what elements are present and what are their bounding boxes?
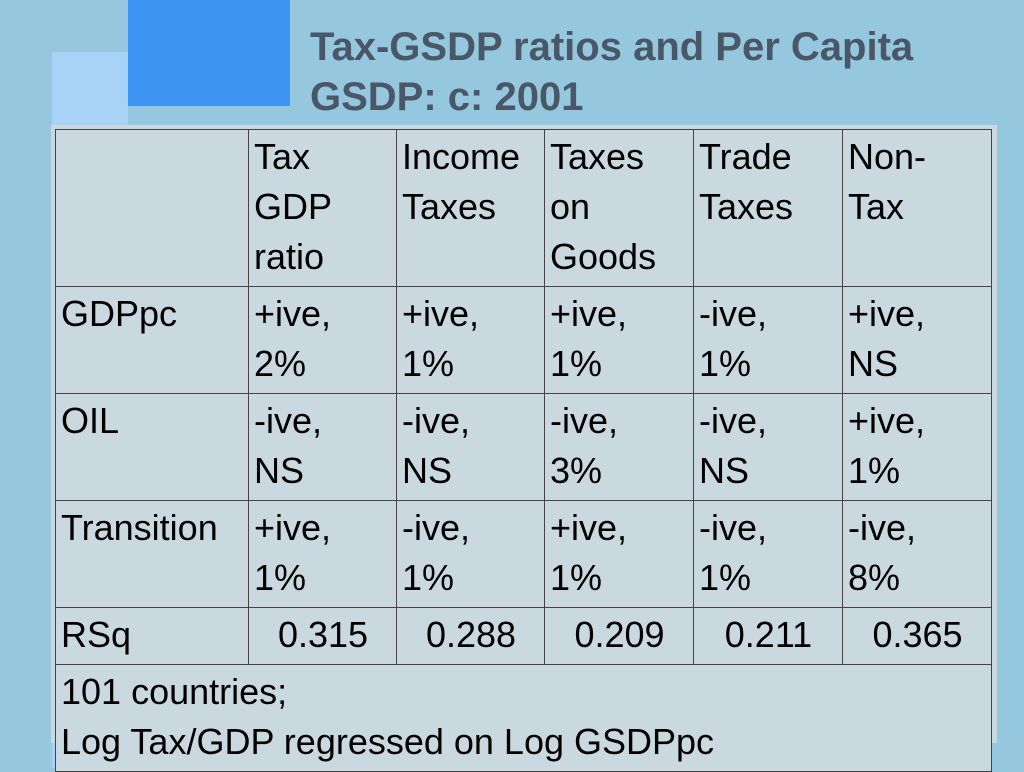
table-cell: 0.211 — [693, 607, 843, 665]
slide-title: Tax-GSDP ratios and Per Capita GSDP: c: … — [310, 25, 914, 119]
table-row-gdppc: GDPpc +ive, 2% +ive, 1% +ive, 1% -ive, 1… — [55, 286, 992, 394]
header-taxes-on-goods: Taxes on Goods — [544, 129, 694, 287]
row-label: GDPpc — [55, 286, 249, 394]
row-label: RSq — [55, 607, 249, 665]
table-row-rsq: RSq 0.315 0.288 0.209 0.211 0.365 — [55, 607, 992, 665]
table-cell: -ive, NS — [693, 393, 843, 501]
table-cell: +ive, 1% — [396, 286, 545, 394]
table-row-transition: Transition +ive, 1% -ive, 1% +ive, 1% -i… — [55, 500, 992, 608]
table-cell: 0.315 — [248, 607, 397, 665]
table-cell: -ive, NS — [396, 393, 545, 501]
header-tax-gdp-ratio: Tax GDP ratio — [248, 129, 397, 287]
header-trade-taxes: Trade Taxes — [693, 129, 843, 287]
table-cell: -ive, 3% — [544, 393, 694, 501]
table-cell: 0.288 — [396, 607, 545, 665]
table-cell: 0.209 — [544, 607, 694, 665]
table-footnote-row: 101 countries; Log Tax/GDP regressed on … — [55, 664, 992, 772]
table-cell: +ive, 1% — [544, 286, 694, 394]
regression-table: Tax GDP ratio Income Taxes Taxes on Good… — [55, 129, 992, 772]
row-label: OIL — [55, 393, 249, 501]
table-cell: 0.365 — [842, 607, 992, 665]
decorative-block-dark — [128, 0, 290, 106]
table-header-row: Tax GDP ratio Income Taxes Taxes on Good… — [55, 129, 992, 287]
table-footnote: 101 countries; Log Tax/GDP regressed on … — [55, 664, 992, 772]
table-cell: +ive, 1% — [544, 500, 694, 608]
table-cell: -ive, 1% — [693, 500, 843, 608]
table-cell: -ive, NS — [248, 393, 397, 501]
table-cell: +ive, 1% — [842, 393, 992, 501]
table-row-oil: OIL -ive, NS -ive, NS -ive, 3% -ive, NS … — [55, 393, 992, 501]
row-label: Transition — [55, 500, 249, 608]
table-cell: +ive, 2% — [248, 286, 397, 394]
table-cell: -ive, 1% — [396, 500, 545, 608]
header-non-tax: Non- Tax — [842, 129, 992, 287]
header-corner-cell — [55, 129, 249, 287]
header-income-taxes: Income Taxes — [396, 129, 545, 287]
table-cell: +ive, NS — [842, 286, 992, 394]
table-cell: +ive, 1% — [248, 500, 397, 608]
table-cell: -ive, 1% — [693, 286, 843, 394]
table-cell: -ive, 8% — [842, 500, 992, 608]
